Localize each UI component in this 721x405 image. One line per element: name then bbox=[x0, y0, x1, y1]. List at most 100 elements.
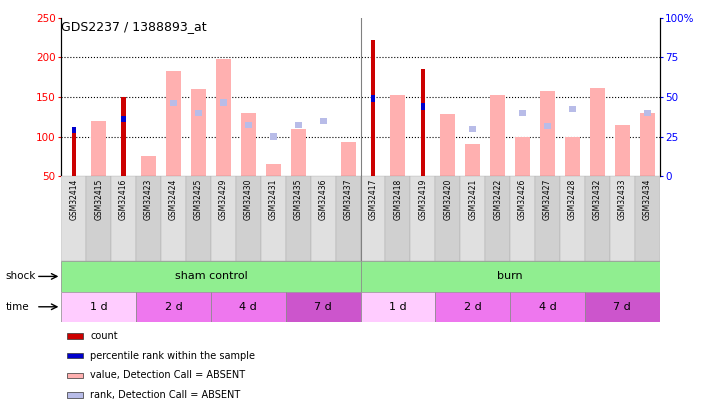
Bar bbox=[136, 176, 161, 261]
Text: GSM32431: GSM32431 bbox=[269, 179, 278, 220]
Bar bbox=[585, 292, 660, 322]
Text: 7 d: 7 d bbox=[314, 302, 332, 312]
Bar bbox=[236, 176, 261, 261]
Bar bbox=[420, 103, 425, 110]
Text: 2 d: 2 d bbox=[164, 302, 182, 312]
Text: GSM32436: GSM32436 bbox=[319, 179, 327, 220]
Bar bbox=[610, 176, 634, 261]
Bar bbox=[71, 127, 76, 176]
Text: GSM32435: GSM32435 bbox=[293, 179, 303, 220]
Text: 2 d: 2 d bbox=[464, 302, 482, 312]
Bar bbox=[585, 176, 610, 261]
Bar bbox=[460, 176, 485, 261]
Text: GSM32420: GSM32420 bbox=[443, 179, 452, 220]
Bar bbox=[211, 292, 286, 322]
Bar bbox=[544, 123, 551, 130]
Bar bbox=[216, 59, 231, 176]
Text: sham control: sham control bbox=[174, 271, 247, 281]
Bar bbox=[360, 261, 660, 292]
Bar bbox=[261, 176, 286, 261]
Bar bbox=[490, 95, 505, 176]
Text: GSM32433: GSM32433 bbox=[618, 179, 627, 220]
Text: GSM32421: GSM32421 bbox=[468, 179, 477, 220]
Bar bbox=[61, 261, 360, 292]
Bar bbox=[195, 110, 202, 116]
Bar bbox=[441, 115, 455, 176]
Bar bbox=[61, 292, 136, 322]
Bar bbox=[510, 292, 585, 322]
Bar bbox=[191, 89, 206, 176]
Bar bbox=[371, 40, 375, 176]
Bar bbox=[166, 71, 181, 176]
Bar bbox=[519, 110, 526, 116]
Bar bbox=[360, 176, 386, 261]
Bar bbox=[286, 176, 311, 261]
Text: 7 d: 7 d bbox=[614, 302, 631, 312]
Bar bbox=[170, 100, 177, 107]
Bar bbox=[68, 392, 83, 398]
Bar bbox=[111, 176, 136, 261]
Bar bbox=[121, 116, 126, 122]
Bar bbox=[386, 176, 410, 261]
Text: GSM32437: GSM32437 bbox=[343, 179, 353, 220]
Text: GSM32425: GSM32425 bbox=[194, 179, 203, 220]
Bar bbox=[68, 373, 83, 378]
Text: GSM32430: GSM32430 bbox=[244, 179, 253, 220]
Bar bbox=[136, 292, 211, 322]
Text: GSM32429: GSM32429 bbox=[219, 179, 228, 220]
Bar bbox=[161, 176, 186, 261]
Bar bbox=[270, 133, 277, 140]
Bar bbox=[469, 126, 476, 132]
Bar bbox=[121, 97, 126, 176]
Bar bbox=[410, 176, 435, 261]
Bar bbox=[485, 176, 510, 261]
Bar bbox=[615, 125, 630, 176]
Text: count: count bbox=[90, 331, 118, 341]
Bar bbox=[360, 292, 435, 322]
Bar bbox=[245, 122, 252, 128]
Bar bbox=[435, 176, 460, 261]
Text: 4 d: 4 d bbox=[239, 302, 257, 312]
Text: GSM32419: GSM32419 bbox=[418, 179, 428, 220]
Text: shock: shock bbox=[6, 271, 36, 281]
Bar bbox=[286, 292, 360, 322]
Text: burn: burn bbox=[497, 271, 523, 281]
Bar bbox=[319, 117, 327, 124]
Text: GSM32418: GSM32418 bbox=[394, 179, 402, 220]
Bar bbox=[68, 353, 83, 358]
Text: GSM32427: GSM32427 bbox=[543, 179, 552, 220]
Bar bbox=[87, 176, 111, 261]
Text: percentile rank within the sample: percentile rank within the sample bbox=[90, 351, 255, 360]
Bar bbox=[640, 113, 655, 176]
Bar bbox=[291, 129, 306, 176]
Text: 1 d: 1 d bbox=[389, 302, 407, 312]
Bar bbox=[266, 164, 280, 176]
Bar bbox=[535, 176, 560, 261]
Text: GSM32424: GSM32424 bbox=[169, 179, 178, 220]
Text: GSM32414: GSM32414 bbox=[69, 179, 79, 220]
Text: GSM32416: GSM32416 bbox=[119, 179, 128, 220]
Bar bbox=[515, 136, 530, 176]
Bar bbox=[71, 127, 76, 133]
Text: GSM32434: GSM32434 bbox=[642, 179, 652, 220]
Bar bbox=[420, 69, 425, 176]
Text: GSM32422: GSM32422 bbox=[493, 179, 502, 220]
Bar bbox=[211, 176, 236, 261]
Bar bbox=[435, 292, 510, 322]
Text: value, Detection Call = ABSENT: value, Detection Call = ABSENT bbox=[90, 371, 245, 380]
Bar bbox=[220, 99, 227, 106]
Text: GSM32432: GSM32432 bbox=[593, 179, 602, 220]
Bar bbox=[91, 121, 106, 176]
Text: GSM32415: GSM32415 bbox=[94, 179, 103, 220]
Bar bbox=[540, 91, 555, 176]
Text: 1 d: 1 d bbox=[90, 302, 107, 312]
Bar bbox=[560, 176, 585, 261]
Bar bbox=[465, 144, 480, 176]
Bar bbox=[141, 156, 156, 176]
Bar bbox=[186, 176, 211, 261]
Bar bbox=[68, 333, 83, 339]
Text: 4 d: 4 d bbox=[539, 302, 557, 312]
Text: GSM32426: GSM32426 bbox=[518, 179, 527, 220]
Bar bbox=[644, 110, 651, 116]
Bar bbox=[241, 113, 256, 176]
